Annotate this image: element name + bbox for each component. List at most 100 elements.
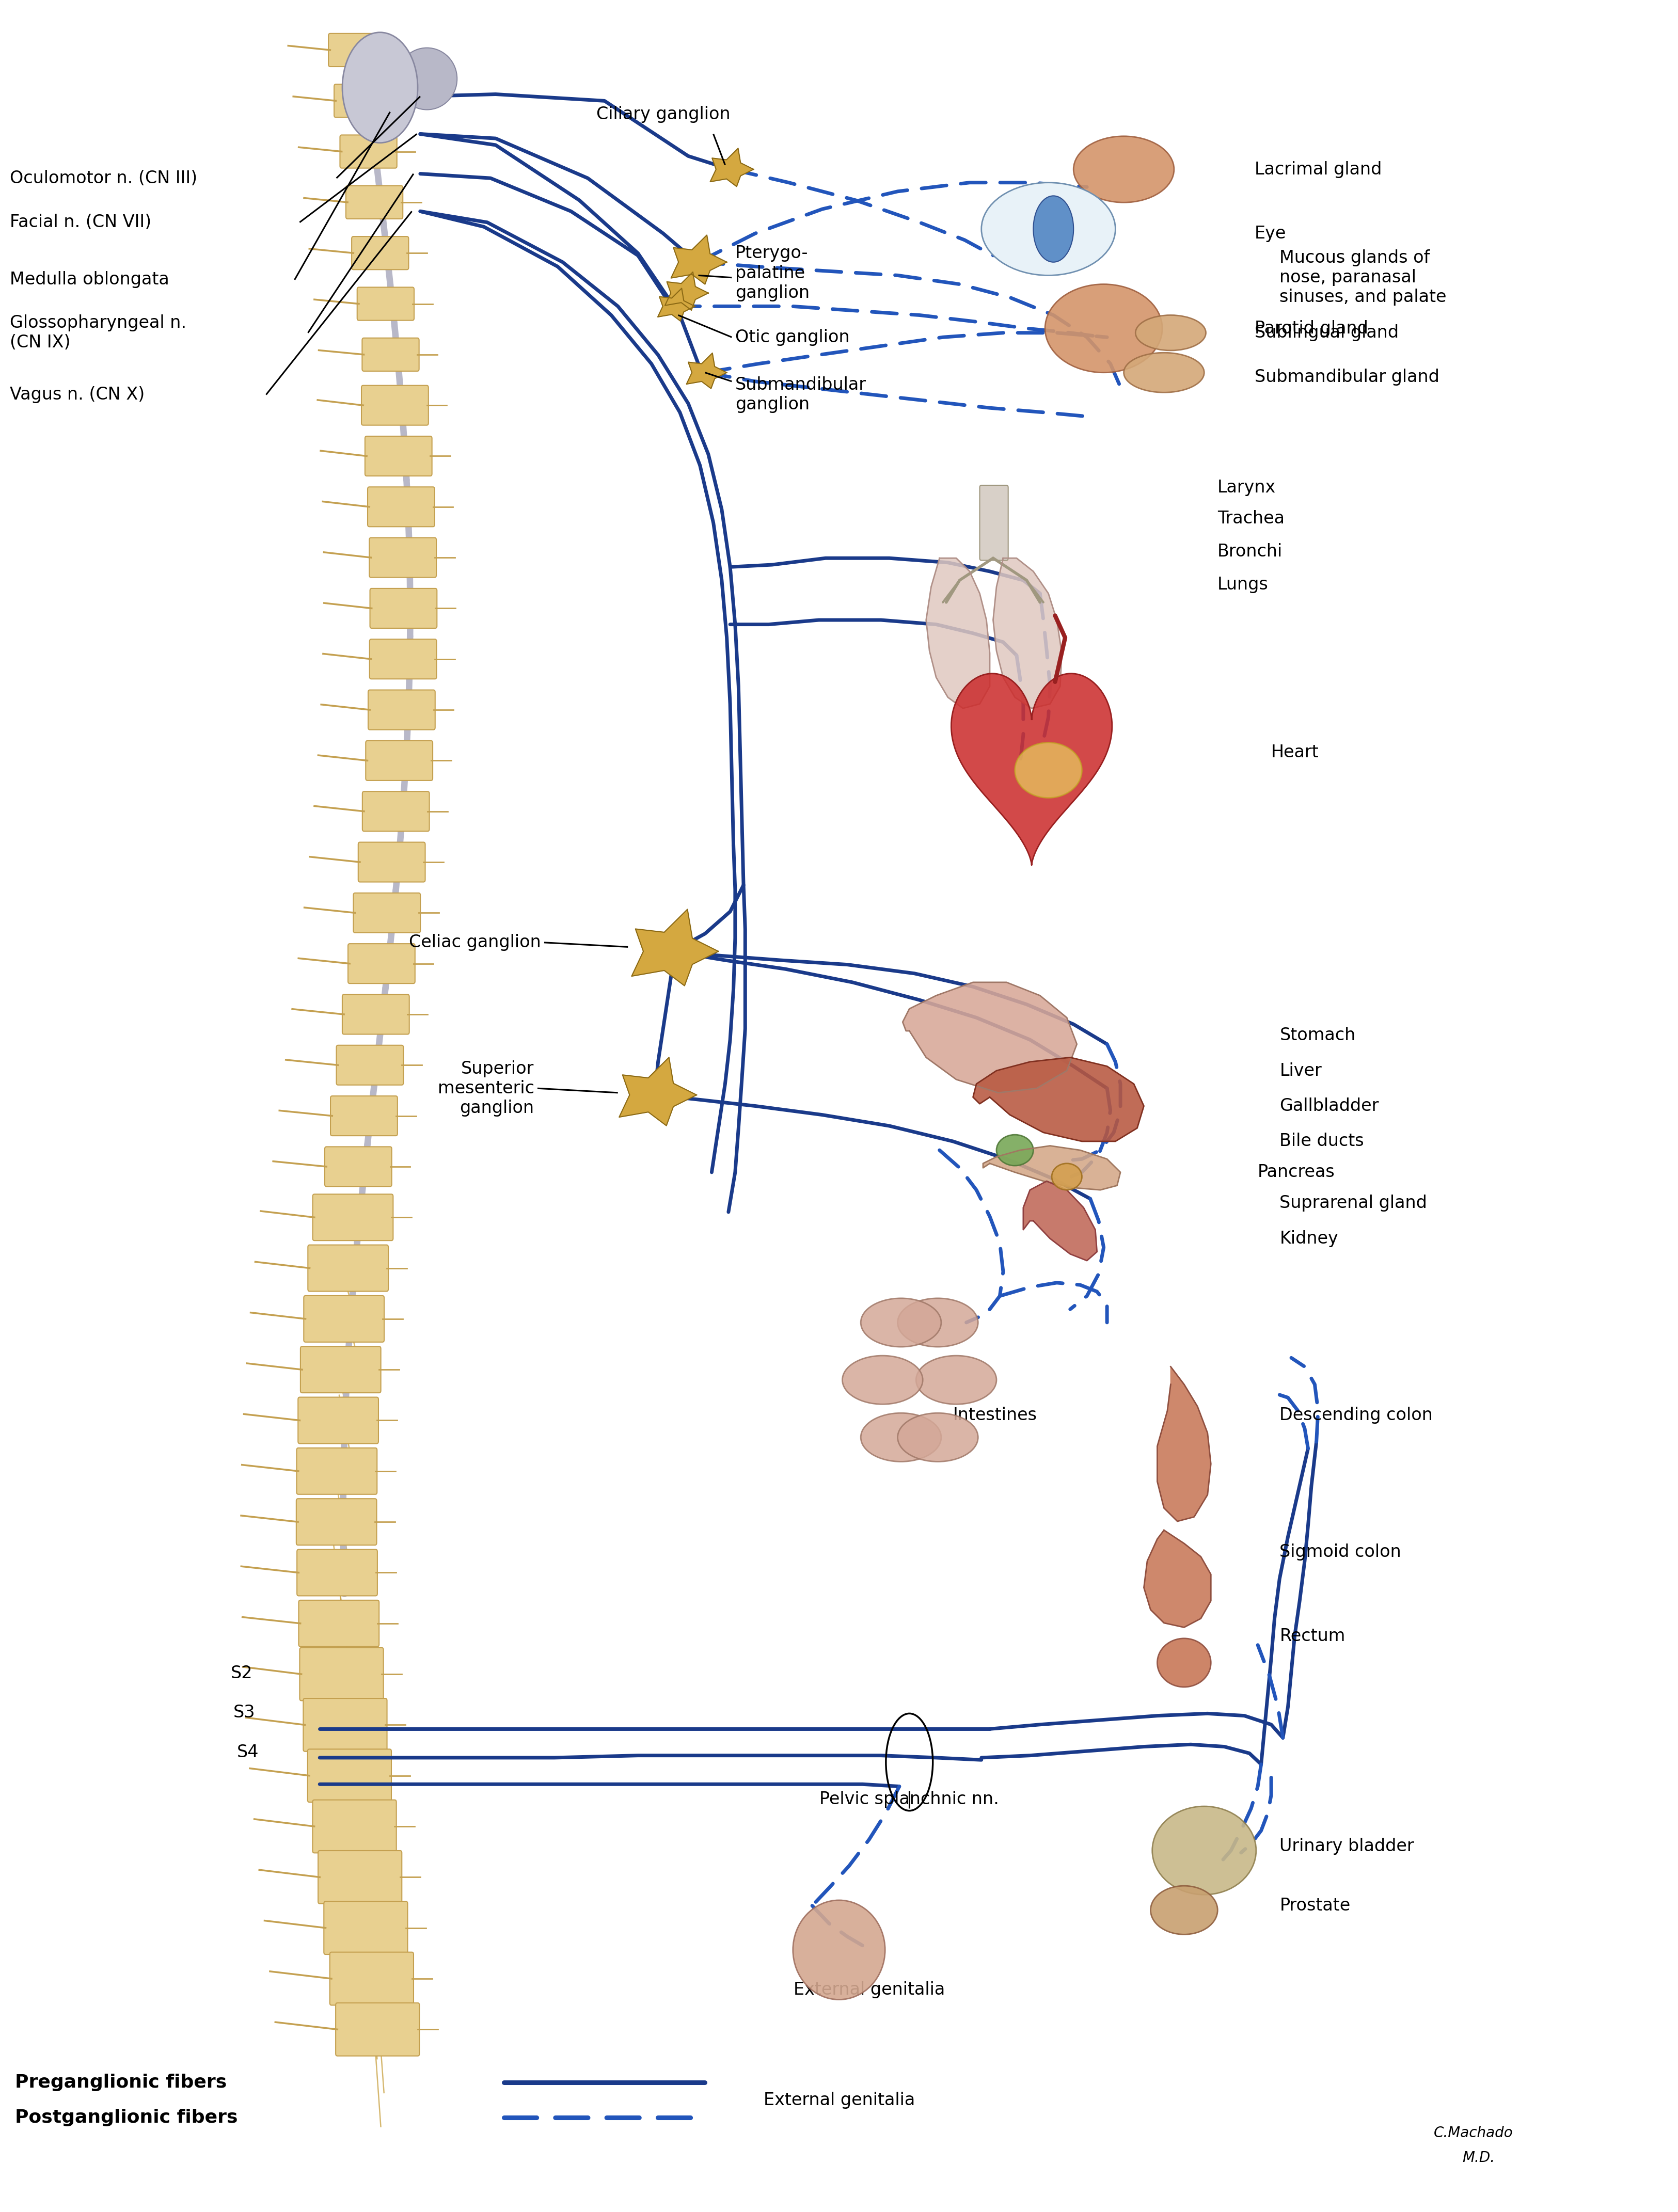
Text: Rectum: Rectum [1280,1628,1346,1646]
Text: Intestines: Intestines [953,1407,1037,1425]
FancyBboxPatch shape [304,1699,388,1752]
Ellipse shape [997,1135,1034,1166]
Text: Celiac ganglion: Celiac ganglion [409,933,540,951]
Text: Heart: Heart [1272,743,1319,761]
Polygon shape [951,672,1113,865]
Ellipse shape [1124,352,1205,392]
Ellipse shape [898,1298,978,1347]
FancyBboxPatch shape [357,843,425,883]
Ellipse shape [396,49,456,111]
Text: Oculomotor n. (CN III): Oculomotor n. (CN III) [10,170,198,186]
Ellipse shape [1158,1639,1212,1688]
FancyBboxPatch shape [366,741,433,781]
Text: Submandibular
ganglion: Submandibular ganglion [735,376,866,414]
FancyBboxPatch shape [329,33,386,66]
FancyBboxPatch shape [362,792,430,832]
Ellipse shape [898,1413,978,1462]
Text: Eye: Eye [1255,226,1285,241]
Text: Kidney: Kidney [1280,1230,1339,1248]
FancyBboxPatch shape [980,484,1008,560]
Ellipse shape [982,184,1116,274]
FancyBboxPatch shape [297,1449,378,1495]
Polygon shape [686,354,727,389]
Ellipse shape [1015,743,1082,799]
FancyBboxPatch shape [300,1648,384,1701]
Text: Stomach: Stomach [1280,1026,1356,1044]
Ellipse shape [1074,137,1175,204]
Text: Vagus n. (CN X): Vagus n. (CN X) [10,387,144,403]
FancyBboxPatch shape [334,84,391,117]
Text: Mucous glands of
nose, paranasal
sinuses, and palate: Mucous glands of nose, paranasal sinuses… [1280,250,1446,305]
Text: Glossopharyngeal n.
(CN IX): Glossopharyngeal n. (CN IX) [10,314,186,352]
Text: Pterygo-
palatine
ganglion: Pterygo- palatine ganglion [735,246,809,301]
Text: Lungs: Lungs [1218,575,1269,593]
Text: Sublingual gland: Sublingual gland [1255,325,1398,341]
FancyBboxPatch shape [342,995,409,1035]
Ellipse shape [861,1413,941,1462]
Text: Descending colon: Descending colon [1280,1407,1433,1425]
Text: Suprarenal gland: Suprarenal gland [1280,1194,1428,1212]
FancyBboxPatch shape [357,288,414,321]
FancyBboxPatch shape [304,1296,384,1343]
Ellipse shape [1045,283,1163,372]
FancyBboxPatch shape [366,436,431,476]
Text: Prostate: Prostate [1280,1898,1351,1913]
FancyBboxPatch shape [341,135,398,168]
Text: Bronchi: Bronchi [1218,542,1282,560]
FancyBboxPatch shape [331,1095,398,1135]
Text: External genitalia: External genitalia [794,1982,945,1997]
Polygon shape [619,1057,696,1126]
Text: Pelvic splanchnic nn.: Pelvic splanchnic nn. [819,1792,998,1807]
Polygon shape [710,148,753,186]
Polygon shape [983,1146,1121,1190]
Text: Preganglionic fibers: Preganglionic fibers [15,2073,227,2090]
FancyBboxPatch shape [362,338,420,372]
FancyBboxPatch shape [326,1146,391,1186]
FancyBboxPatch shape [336,1046,403,1084]
FancyBboxPatch shape [336,2002,420,2055]
Text: Superior
mesenteric
ganglion: Superior mesenteric ganglion [438,1060,534,1117]
Polygon shape [973,1057,1144,1141]
FancyBboxPatch shape [297,1500,376,1544]
FancyBboxPatch shape [324,1902,408,1955]
Ellipse shape [1052,1164,1082,1190]
Polygon shape [1024,1181,1097,1261]
FancyBboxPatch shape [354,894,421,933]
Polygon shape [1144,1531,1212,1628]
Text: S4: S4 [237,1743,258,1761]
FancyBboxPatch shape [307,1245,388,1292]
Text: S2: S2 [230,1666,253,1681]
FancyBboxPatch shape [312,1801,396,1854]
FancyBboxPatch shape [369,639,436,679]
Text: Lacrimal gland: Lacrimal gland [1255,161,1381,177]
FancyBboxPatch shape [369,588,436,628]
Ellipse shape [842,1356,923,1405]
FancyBboxPatch shape [367,690,435,730]
Polygon shape [993,557,1062,708]
Ellipse shape [794,1900,884,2000]
Ellipse shape [342,33,418,144]
Text: Liver: Liver [1280,1062,1322,1079]
Text: Urinary bladder: Urinary bladder [1280,1838,1415,1854]
Ellipse shape [1151,1887,1218,1936]
Polygon shape [664,272,708,310]
Text: Bile ducts: Bile ducts [1280,1133,1364,1150]
Polygon shape [658,288,695,321]
Text: S3: S3 [233,1703,255,1721]
FancyBboxPatch shape [300,1347,381,1394]
FancyBboxPatch shape [297,1548,378,1595]
FancyBboxPatch shape [319,1851,401,1905]
Text: Sigmoid colon: Sigmoid colon [1280,1544,1401,1562]
Text: Parotid gland: Parotid gland [1255,321,1368,336]
FancyBboxPatch shape [331,1953,413,2004]
Text: External genitalia: External genitalia [763,2093,915,2108]
FancyBboxPatch shape [352,237,409,270]
Polygon shape [631,909,718,987]
FancyBboxPatch shape [347,945,414,984]
FancyBboxPatch shape [299,1599,379,1646]
Text: Ciliary ganglion: Ciliary ganglion [596,106,730,124]
Text: M.D.: M.D. [1462,2150,1495,2166]
Text: Postganglionic fibers: Postganglionic fibers [15,2108,238,2126]
FancyBboxPatch shape [369,538,436,577]
FancyBboxPatch shape [346,186,403,219]
